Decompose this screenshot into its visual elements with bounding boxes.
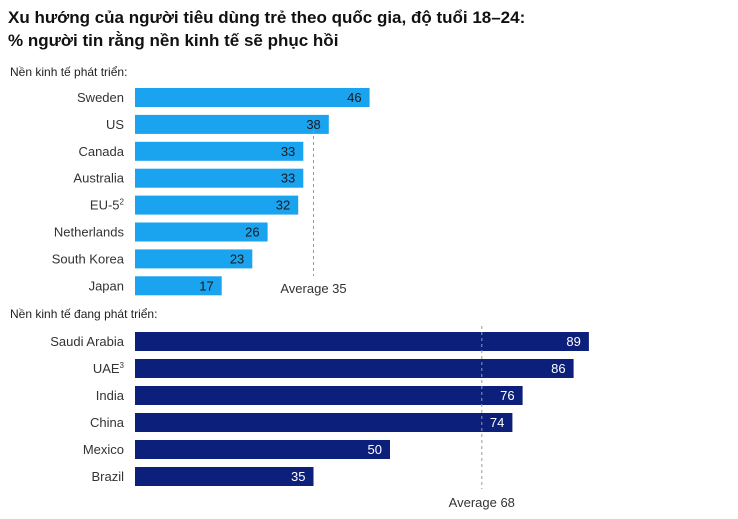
bar	[135, 88, 370, 107]
value-label: 35	[291, 469, 305, 484]
bar	[135, 141, 304, 161]
category-label: EU-52	[90, 198, 125, 213]
category-label: Mexico	[83, 442, 124, 457]
bar	[135, 195, 299, 215]
value-label: 50	[368, 442, 382, 457]
category-label: Sweden	[77, 90, 124, 105]
category-label: South Korea	[52, 251, 125, 266]
category-label: Saudi Arabia	[50, 334, 124, 349]
developed-economies-group: Nền kinh tế phát triển: Sweden 46 US 38 Canad…	[10, 65, 370, 296]
value-label: 33	[281, 144, 295, 159]
bar	[135, 249, 253, 269]
average-label: Average 35	[280, 281, 346, 296]
value-label: 86	[551, 361, 565, 376]
title-line-1: Xu hướng của người tiêu dùng trẻ theo qu…	[8, 8, 526, 27]
value-label: 26	[245, 225, 259, 240]
bar	[135, 359, 574, 378]
category-label: Netherlands	[54, 225, 125, 240]
bar	[135, 276, 222, 296]
bar	[135, 222, 268, 242]
category-label: US	[106, 117, 124, 132]
bar	[135, 413, 513, 432]
category-label: Australia	[73, 171, 124, 186]
bar	[135, 467, 314, 486]
developing-economies-group: Nền kinh tế đang phát triển: Saudi Arabia…	[10, 307, 589, 510]
bar	[135, 114, 329, 134]
value-label: 76	[500, 388, 514, 403]
category-label: Brazil	[91, 469, 124, 484]
value-label: 74	[490, 415, 504, 430]
category-label: UAE3	[93, 361, 125, 376]
value-label: 46	[347, 90, 361, 105]
bar	[135, 440, 390, 459]
section-label: Nền kinh tế đang phát triển:	[10, 307, 157, 321]
category-label: China	[90, 415, 125, 430]
bar	[135, 386, 523, 405]
bar	[135, 168, 304, 188]
section-label: Nền kinh tế phát triển:	[10, 65, 127, 79]
chart-title: Xu hướng của người tiêu dùng trẻ theo qu…	[8, 6, 728, 52]
bar	[135, 332, 589, 351]
category-label: Canada	[78, 144, 124, 159]
title-line-2: % người tin rằng nền kinh tế sẽ phục hồi	[8, 31, 339, 50]
value-label: 17	[199, 278, 213, 293]
value-label: 23	[230, 251, 244, 266]
average-label: Average 68	[449, 495, 515, 510]
category-label: India	[96, 388, 125, 403]
value-label: 89	[566, 334, 580, 349]
value-label: 38	[306, 117, 320, 132]
category-label: Japan	[89, 278, 124, 293]
value-label: 32	[276, 198, 290, 213]
value-label: 33	[281, 171, 295, 186]
